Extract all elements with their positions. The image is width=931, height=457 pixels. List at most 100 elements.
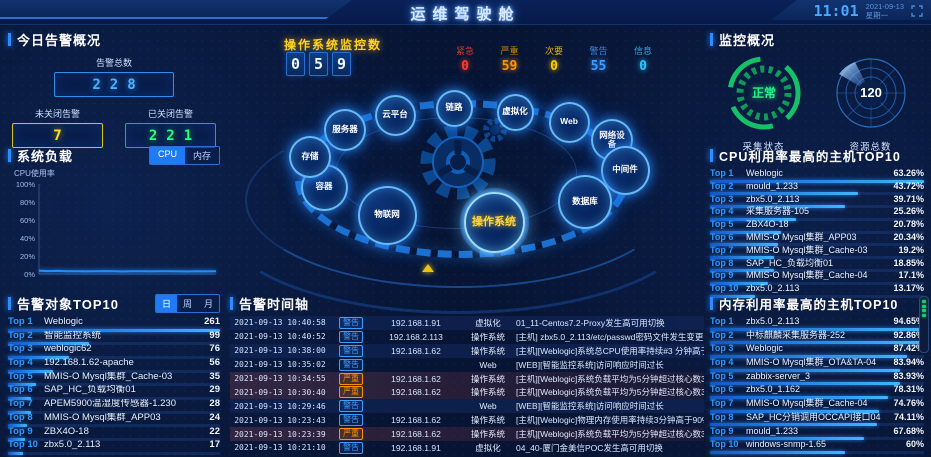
clock-date-line: 2021-09-13 bbox=[865, 2, 904, 11]
severity-stat: 紧急 0 bbox=[455, 46, 474, 74]
list-item: Top 3 weblogic62 76 bbox=[8, 344, 220, 359]
progress-bar bbox=[710, 437, 924, 440]
table-row: 2021-09-13 10:35:02 警告 Web [WEB][智能监控系统]… bbox=[234, 358, 664, 371]
severity-stat: 严重 59 bbox=[500, 46, 519, 74]
severity-badge: 警告 bbox=[339, 344, 363, 357]
category-bubble[interactable]: 云平台 bbox=[374, 94, 416, 136]
severity-badge: 严重 bbox=[339, 372, 363, 385]
table-row: 2021-09-13 10:34:55 严重 192.168.1.62 操作系统… bbox=[230, 371, 704, 386]
svg-text:80%: 80% bbox=[20, 198, 35, 207]
progress-bar bbox=[710, 256, 924, 260]
header-decoration-left bbox=[0, 0, 352, 19]
progress-bar bbox=[710, 327, 924, 331]
progress-bar bbox=[710, 354, 924, 358]
panel-today-alarms: 今日告警概况 告警总数 228 未关闭告警 7 已关闭告警 221 bbox=[8, 30, 220, 148]
edge-indicator bbox=[919, 296, 929, 353]
table-row: 2021-09-13 10:30:40 严重 192.168.1.62 操作系统… bbox=[230, 385, 704, 400]
progress-bar bbox=[8, 396, 220, 400]
list-item: Top 5 zabbix-server_3 83.93% bbox=[710, 371, 924, 386]
resource-total-gauge: 120 资源总数 bbox=[832, 54, 910, 153]
list-item: Top 10 windows-snmp-1.65 60% bbox=[710, 439, 924, 454]
panel-alarm-objects: 告警对象TOP10 日 周 月 Top 1 Weblogic 261 Top 2… bbox=[8, 294, 220, 455]
counter-digit: 0 bbox=[286, 52, 305, 76]
category-bubble[interactable]: 操作系统 bbox=[463, 191, 525, 253]
progress-bar bbox=[710, 409, 924, 413]
category-bubble[interactable]: 服务器 bbox=[324, 109, 366, 151]
alarm-objects-list: Top 1 Weblogic 261 Top 2 智能监控系统 99 Top 3 bbox=[8, 317, 220, 455]
page-title: 运维驾驶舱 bbox=[410, 6, 521, 23]
panel-system-load: 系统负载 CPU 内存 CPU使用率 100% 80% 60% 40% 20% … bbox=[8, 146, 220, 285]
collect-status-gauge: 正常 采集状态 bbox=[725, 54, 803, 153]
clock-date: 2021-09-13 星期一 bbox=[866, 2, 904, 20]
list-item: Top 7 MMIS-O Mysql集群_Cache-03 19.2% bbox=[710, 245, 924, 260]
tab-day[interactable]: 日 bbox=[155, 295, 177, 312]
panel-cpu-top10: CPU利用率最高的主机TOP10 Top 1 Weblogic 63.26% T… bbox=[710, 146, 924, 298]
progress-bar bbox=[710, 281, 924, 285]
severity-stats: 紧急 0 严重 59 次要 0 警告 55 信息 0 bbox=[448, 44, 660, 74]
list-item: Top 1 Weblogic 261 bbox=[8, 317, 220, 332]
list-item: Top 3 zbx5.0_2.113 39.71% bbox=[710, 194, 924, 209]
category-bubble[interactable]: 数据库 bbox=[558, 175, 612, 229]
tab-month[interactable]: 月 bbox=[197, 295, 219, 312]
alarm-timeline-list: 2021-09-13 10:40:58 警告 192.168.1.91 虚拟化 … bbox=[230, 316, 704, 455]
progress-bar bbox=[710, 395, 924, 399]
svg-text:40%: 40% bbox=[20, 234, 35, 243]
today-alarms-title: 今日告警概况 bbox=[8, 30, 220, 48]
progress-bar bbox=[8, 383, 220, 387]
category-bubble[interactable]: 物联网 bbox=[357, 185, 417, 245]
alarm-total-label: 告警总数 bbox=[95, 58, 132, 68]
progress-bar bbox=[710, 243, 924, 247]
category-bubble[interactable]: 存储 bbox=[289, 136, 331, 178]
progress-bar bbox=[8, 369, 220, 373]
list-item: Top 9 ZBX4O-18 22 bbox=[8, 426, 220, 441]
fullscreen-icon[interactable] bbox=[911, 5, 923, 17]
table-row: 2021-09-13 10:23:43 警告 192.168.1.62 操作系统… bbox=[234, 414, 704, 427]
category-bubble[interactable]: 链路 bbox=[435, 89, 473, 127]
table-row: 2021-09-13 10:38:00 警告 192.168.1.62 操作系统… bbox=[230, 343, 704, 358]
progress-bar bbox=[8, 451, 220, 455]
list-item: Top 9 mould_1.233 67.68% bbox=[710, 426, 924, 440]
os-monitor-label: 操作系统监控数 bbox=[284, 38, 383, 52]
ring-ellipse-outer2 bbox=[218, 126, 698, 314]
svg-text:100%: 100% bbox=[16, 180, 36, 189]
progress-bar bbox=[710, 341, 924, 345]
cpu-load-chart: CPU使用率 100% 80% 60% 40% 20% 0% bbox=[8, 165, 220, 285]
tab-cpu[interactable]: CPU bbox=[149, 147, 185, 164]
list-item: Top 2 智能监控系统 99 bbox=[8, 330, 220, 346]
chart-ylabel: CPU使用率 bbox=[14, 168, 55, 178]
severity-badge: 警告 bbox=[339, 316, 363, 329]
tab-week[interactable]: 周 bbox=[176, 295, 198, 312]
category-bubble[interactable]: 虚拟化 bbox=[496, 93, 534, 131]
list-item: Top 1 zbx5.0_2.113 94.65% bbox=[710, 316, 924, 331]
progress-bar bbox=[710, 423, 924, 427]
system-load-title: 系统负载 bbox=[8, 147, 73, 165]
header-decoration-right bbox=[771, 0, 931, 20]
collect-status-value: 正常 bbox=[751, 85, 775, 100]
severity-badge: 警告 bbox=[339, 441, 363, 454]
category-bubble[interactable]: Web bbox=[548, 101, 590, 143]
alarm-open-label: 未关闭告警 bbox=[34, 109, 80, 119]
table-row: 2021-09-13 10:40:58 警告 192.168.1.91 虚拟化 … bbox=[230, 316, 704, 330]
category-bubble[interactable]: 中间件 bbox=[600, 145, 650, 195]
progress-bar bbox=[8, 342, 220, 346]
progress-bar bbox=[710, 192, 924, 196]
list-item: Top 1 Weblogic 63.26% bbox=[710, 168, 924, 183]
tab-memory[interactable]: 内存 bbox=[184, 147, 219, 164]
mem-top10-title: 内存利用率最高的主机TOP10 bbox=[710, 294, 924, 312]
ring-pointer-icon bbox=[422, 264, 434, 272]
table-row: 2021-09-13 10:23:39 严重 192.168.1.62 操作系统… bbox=[230, 427, 704, 442]
list-item: Top 6 MMIS-O Mysql集群_APP03 20.34% bbox=[710, 232, 924, 247]
list-item: Top 5 MMIS-O Mysql集群_Cache-03 35 bbox=[8, 371, 220, 387]
panel-alarm-timeline: 告警时间轴 2021-09-13 10:40:58 警告 192.168.1.9… bbox=[230, 294, 704, 455]
list-item: Top 8 SAP_HC分销调用OCCAPI接口04 74.11% bbox=[710, 412, 924, 427]
counter-digit: 5 bbox=[309, 52, 328, 76]
severity-stat: 警告 55 bbox=[589, 46, 608, 74]
alarm-closed-label: 已关闭告警 bbox=[147, 109, 193, 119]
counter-digit: 9 bbox=[332, 52, 351, 76]
table-row: 2021-09-13 10:21:10 警告 192.168.1.91 虚拟化 … bbox=[234, 441, 663, 454]
list-item: Top 6 SAP_HC_负载均衡01 29 bbox=[8, 385, 220, 400]
cpu-top10-title: CPU利用率最高的主机TOP10 bbox=[710, 146, 924, 164]
clock-time: 11:01 bbox=[813, 2, 859, 20]
svg-text:0%: 0% bbox=[24, 270, 35, 279]
